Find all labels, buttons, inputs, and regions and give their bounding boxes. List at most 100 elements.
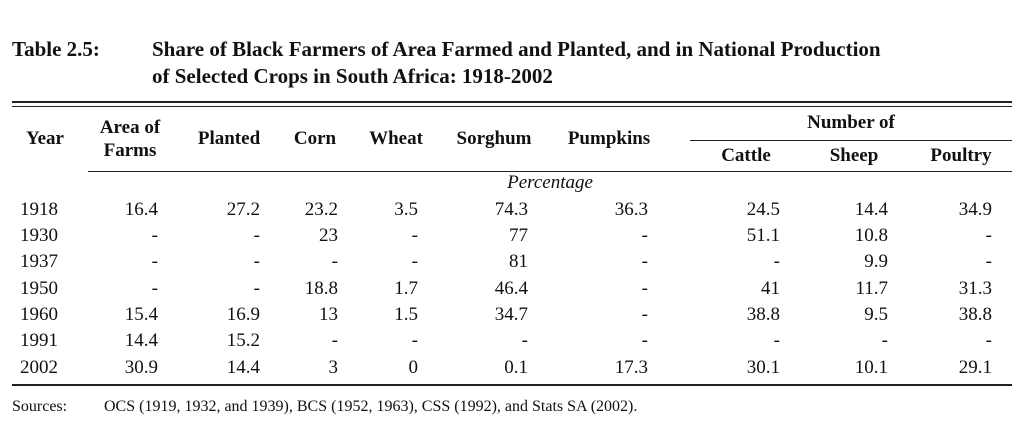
sources-label: Sources: <box>12 398 68 415</box>
cell-planted: 15.2 <box>226 330 260 351</box>
cell-cattle: 41 <box>761 278 780 299</box>
cell-area: 16.4 <box>124 199 158 220</box>
cell-poultry: 34.9 <box>958 199 992 220</box>
livestock-header-rule <box>690 140 1012 141</box>
cell-sorghum: - <box>521 330 528 351</box>
cell-poultry: 31.3 <box>958 278 992 299</box>
header-number-of: Number of <box>807 112 895 133</box>
cell-year: 1918 <box>20 199 58 220</box>
cell-poultry: - <box>985 330 992 351</box>
cell-year: 1960 <box>20 304 58 325</box>
cell-year: 1937 <box>20 251 58 272</box>
cell-pumpkins: 36.3 <box>614 199 648 220</box>
cell-poultry: - <box>985 251 992 272</box>
cell-area: - <box>151 278 158 299</box>
cell-area: 14.4 <box>124 330 158 351</box>
cell-pumpkins: - <box>641 225 648 246</box>
cell-planted: - <box>253 225 260 246</box>
cell-planted: 14.4 <box>226 357 260 378</box>
cell-sorghum: 34.7 <box>494 304 528 325</box>
cell-corn: 23.2 <box>304 199 338 220</box>
bottom-rule <box>12 384 1012 386</box>
cell-year: 1950 <box>20 278 58 299</box>
cell-pumpkins: - <box>641 251 648 272</box>
cell-area: 15.4 <box>124 304 158 325</box>
top-rule-thin <box>12 106 1012 107</box>
header-sheep: Sheep <box>829 145 879 166</box>
cell-wheat: 1.5 <box>394 304 418 325</box>
header-corn: Corn <box>293 128 337 149</box>
table-row: 1960 15.4 16.9 13 1.5 34.7 - 38.8 9.5 38… <box>0 302 1024 328</box>
cell-cattle: 51.1 <box>746 225 780 246</box>
header-pumpkins: Pumpkins <box>567 128 651 149</box>
cell-sheep: 9.5 <box>864 304 888 325</box>
cell-area: - <box>151 251 158 272</box>
header-area-line1: Area of <box>99 117 161 138</box>
cell-cattle: - <box>773 330 780 351</box>
cell-planted: 16.9 <box>226 304 260 325</box>
cell-area: - <box>151 225 158 246</box>
cell-cattle: 24.5 <box>746 199 780 220</box>
cell-wheat: - <box>411 330 418 351</box>
cell-poultry: - <box>985 225 992 246</box>
cell-year: 1991 <box>20 330 58 351</box>
sources-note: Sources: OCS (1919, 1932, and 1939), BCS … <box>12 396 637 418</box>
table-number: Table 2.5: <box>12 37 100 61</box>
cell-sorghum: 77 <box>509 225 528 246</box>
cell-corn: - <box>331 251 338 272</box>
sources-text: OCS (1919, 1932, and 1939), BCS (1952, 1… <box>104 398 638 415</box>
header-planted: Planted <box>197 128 261 149</box>
cell-year: 2002 <box>20 357 58 378</box>
unit-rule <box>88 171 1012 172</box>
cell-corn: - <box>331 330 338 351</box>
cell-sorghum: 81 <box>509 251 528 272</box>
cell-planted: 27.2 <box>226 199 260 220</box>
header-cattle: Cattle <box>721 145 771 166</box>
cell-corn: 3 <box>328 357 339 378</box>
cell-area: 30.9 <box>124 357 158 378</box>
cell-pumpkins: 17.3 <box>614 357 648 378</box>
cell-corn: 18.8 <box>304 278 338 299</box>
table-row: 1937 - - - - 81 - - 9.9 - <box>0 249 1024 275</box>
header-area-line2: Farms <box>103 140 157 161</box>
table-row: 1950 - - 18.8 1.7 46.4 - 41 11.7 31.3 <box>0 276 1024 302</box>
cell-sorghum: 46.4 <box>494 278 528 299</box>
cell-wheat: - <box>411 251 418 272</box>
table-title-text: Share of Black Farmers of Area Farmed an… <box>152 36 1024 90</box>
cell-planted: - <box>253 251 260 272</box>
cell-sorghum: 74.3 <box>494 199 528 220</box>
cell-sheep: 10.1 <box>854 357 888 378</box>
table-title-line-2: of Selected Crops in South Africa: 1918-… <box>152 64 553 88</box>
cell-wheat: 3.5 <box>394 199 418 220</box>
table-row: 1930 - - 23 - 77 - 51.1 10.8 - <box>0 223 1024 249</box>
cell-corn: 23 <box>319 225 338 246</box>
cell-sheep: 11.7 <box>855 278 888 299</box>
cell-sheep: 9.9 <box>864 251 888 272</box>
table-row: 1991 14.4 15.2 - - - - - - - <box>0 328 1024 354</box>
cell-poultry: 29.1 <box>958 357 992 378</box>
unit-label: Percentage <box>507 172 593 193</box>
cell-wheat: 0 <box>408 357 419 378</box>
cell-cattle: - <box>773 251 780 272</box>
cell-wheat: - <box>411 225 418 246</box>
header-sorghum: Sorghum <box>456 128 532 149</box>
cell-planted: - <box>253 278 260 299</box>
header-year: Year <box>26 128 64 149</box>
cell-wheat: 1.7 <box>394 278 418 299</box>
cell-cattle: 38.8 <box>746 304 780 325</box>
header-wheat: Wheat <box>369 128 423 149</box>
cell-poultry: 38.8 <box>958 304 992 325</box>
top-rule-thick <box>12 101 1012 103</box>
table-row: 1918 16.4 27.2 23.2 3.5 74.3 36.3 24.5 1… <box>0 197 1024 223</box>
cell-year: 1930 <box>20 225 58 246</box>
cell-sheep: 14.4 <box>854 199 888 220</box>
header-poultry: Poultry <box>930 145 992 166</box>
cell-sheep: - <box>881 330 888 351</box>
table-title-line-1: Share of Black Farmers of Area Farmed an… <box>152 37 881 61</box>
cell-sorghum: 0.1 <box>504 357 528 378</box>
cell-corn: 13 <box>319 304 338 325</box>
cell-pumpkins: - <box>641 278 648 299</box>
table-row: 2002 30.9 14.4 3 0 0.1 17.3 30.1 10.1 29… <box>0 355 1024 381</box>
cell-pumpkins: - <box>641 330 648 351</box>
cell-sheep: 10.8 <box>854 225 888 246</box>
